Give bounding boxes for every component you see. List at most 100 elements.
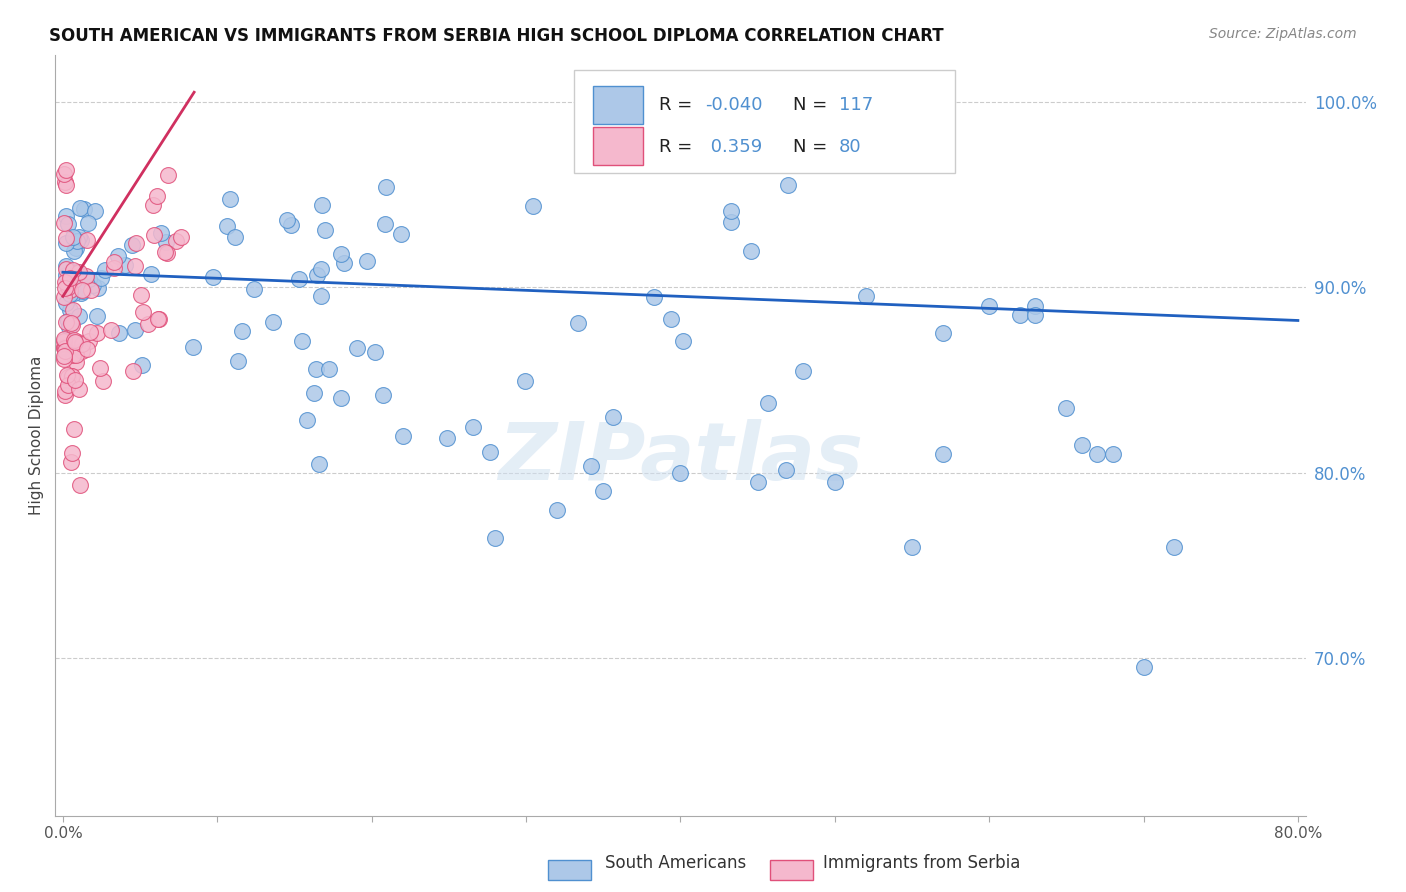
- Point: [55, 384, 77, 399]
- Point: [67, 273, 90, 287]
- Point: [522, 199, 544, 213]
- Point: [63, 273, 86, 287]
- Point: [65, 374, 87, 388]
- Point: [67, 230, 90, 244]
- Point: [901, 540, 924, 554]
- Point: [778, 178, 800, 192]
- Y-axis label: High School Diploma: High School Diploma: [30, 356, 44, 516]
- Point: [1070, 438, 1092, 452]
- Point: [73, 202, 96, 217]
- Point: [311, 262, 333, 277]
- Point: [53, 341, 76, 355]
- Point: [333, 256, 356, 270]
- Point: [55, 368, 77, 383]
- Point: [672, 334, 695, 348]
- Point: [581, 458, 603, 473]
- Point: [181, 340, 204, 354]
- Point: [53, 275, 76, 289]
- Point: [53, 175, 76, 189]
- Point: [100, 323, 122, 337]
- Point: [59, 272, 82, 286]
- Point: [59, 270, 82, 285]
- Text: -0.040: -0.040: [706, 95, 763, 113]
- Point: [66, 235, 89, 249]
- Point: [142, 198, 165, 212]
- Point: [122, 364, 145, 378]
- Point: [329, 392, 352, 406]
- Point: [60, 282, 83, 296]
- Point: [52, 167, 75, 181]
- Point: [131, 288, 153, 302]
- Point: [87, 280, 110, 294]
- Point: [364, 345, 387, 359]
- Point: [567, 316, 589, 330]
- Point: [52, 217, 75, 231]
- Point: [1163, 540, 1185, 554]
- Point: [242, 282, 264, 296]
- Point: [59, 303, 82, 318]
- Text: 0.359: 0.359: [706, 138, 762, 156]
- Point: [107, 250, 129, 264]
- Point: [62, 303, 84, 318]
- Point: [82, 278, 104, 293]
- Point: [86, 326, 108, 340]
- Point: [149, 226, 172, 240]
- Point: [65, 241, 87, 255]
- Text: N =: N =: [793, 95, 832, 113]
- Point: [67, 265, 90, 279]
- Point: [463, 419, 485, 434]
- Point: [146, 189, 169, 203]
- Point: [70, 283, 93, 297]
- Point: [484, 531, 506, 545]
- Point: [224, 229, 246, 244]
- Text: South Americans: South Americans: [605, 855, 745, 872]
- Point: [103, 260, 125, 275]
- Point: [979, 299, 1001, 313]
- Point: [55, 296, 77, 310]
- Text: R =: R =: [659, 95, 699, 113]
- Point: [775, 462, 797, 476]
- Point: [63, 422, 86, 436]
- Point: [373, 387, 395, 401]
- Point: [62, 348, 84, 362]
- Point: [659, 311, 682, 326]
- Point: [55, 315, 77, 329]
- Point: [356, 253, 378, 268]
- Point: [55, 262, 77, 277]
- Point: [66, 334, 89, 349]
- Point: [56, 276, 79, 290]
- Point: [346, 341, 368, 355]
- Point: [170, 230, 193, 244]
- Point: [389, 227, 412, 241]
- Point: [55, 162, 77, 177]
- FancyBboxPatch shape: [593, 128, 643, 165]
- Point: [329, 247, 352, 261]
- Point: [55, 268, 77, 282]
- Point: [59, 368, 82, 383]
- Point: [295, 413, 318, 427]
- Point: [165, 235, 187, 249]
- Point: [63, 333, 86, 347]
- Point: [228, 353, 250, 368]
- Point: [63, 335, 86, 350]
- Point: [103, 254, 125, 268]
- Point: [302, 385, 325, 400]
- Point: [91, 375, 114, 389]
- Point: [75, 268, 97, 283]
- Point: [69, 233, 91, 247]
- Point: [55, 259, 77, 273]
- Point: [76, 233, 98, 247]
- Point: [52, 334, 75, 348]
- Point: [59, 317, 82, 331]
- Point: [1008, 308, 1031, 322]
- Point: [602, 410, 624, 425]
- Point: [60, 455, 83, 469]
- Point: [70, 337, 93, 351]
- Point: [62, 286, 84, 301]
- Point: [669, 466, 692, 480]
- Point: [131, 358, 153, 372]
- FancyBboxPatch shape: [593, 86, 643, 124]
- Point: [136, 318, 159, 332]
- Point: [720, 203, 742, 218]
- Point: [314, 223, 336, 237]
